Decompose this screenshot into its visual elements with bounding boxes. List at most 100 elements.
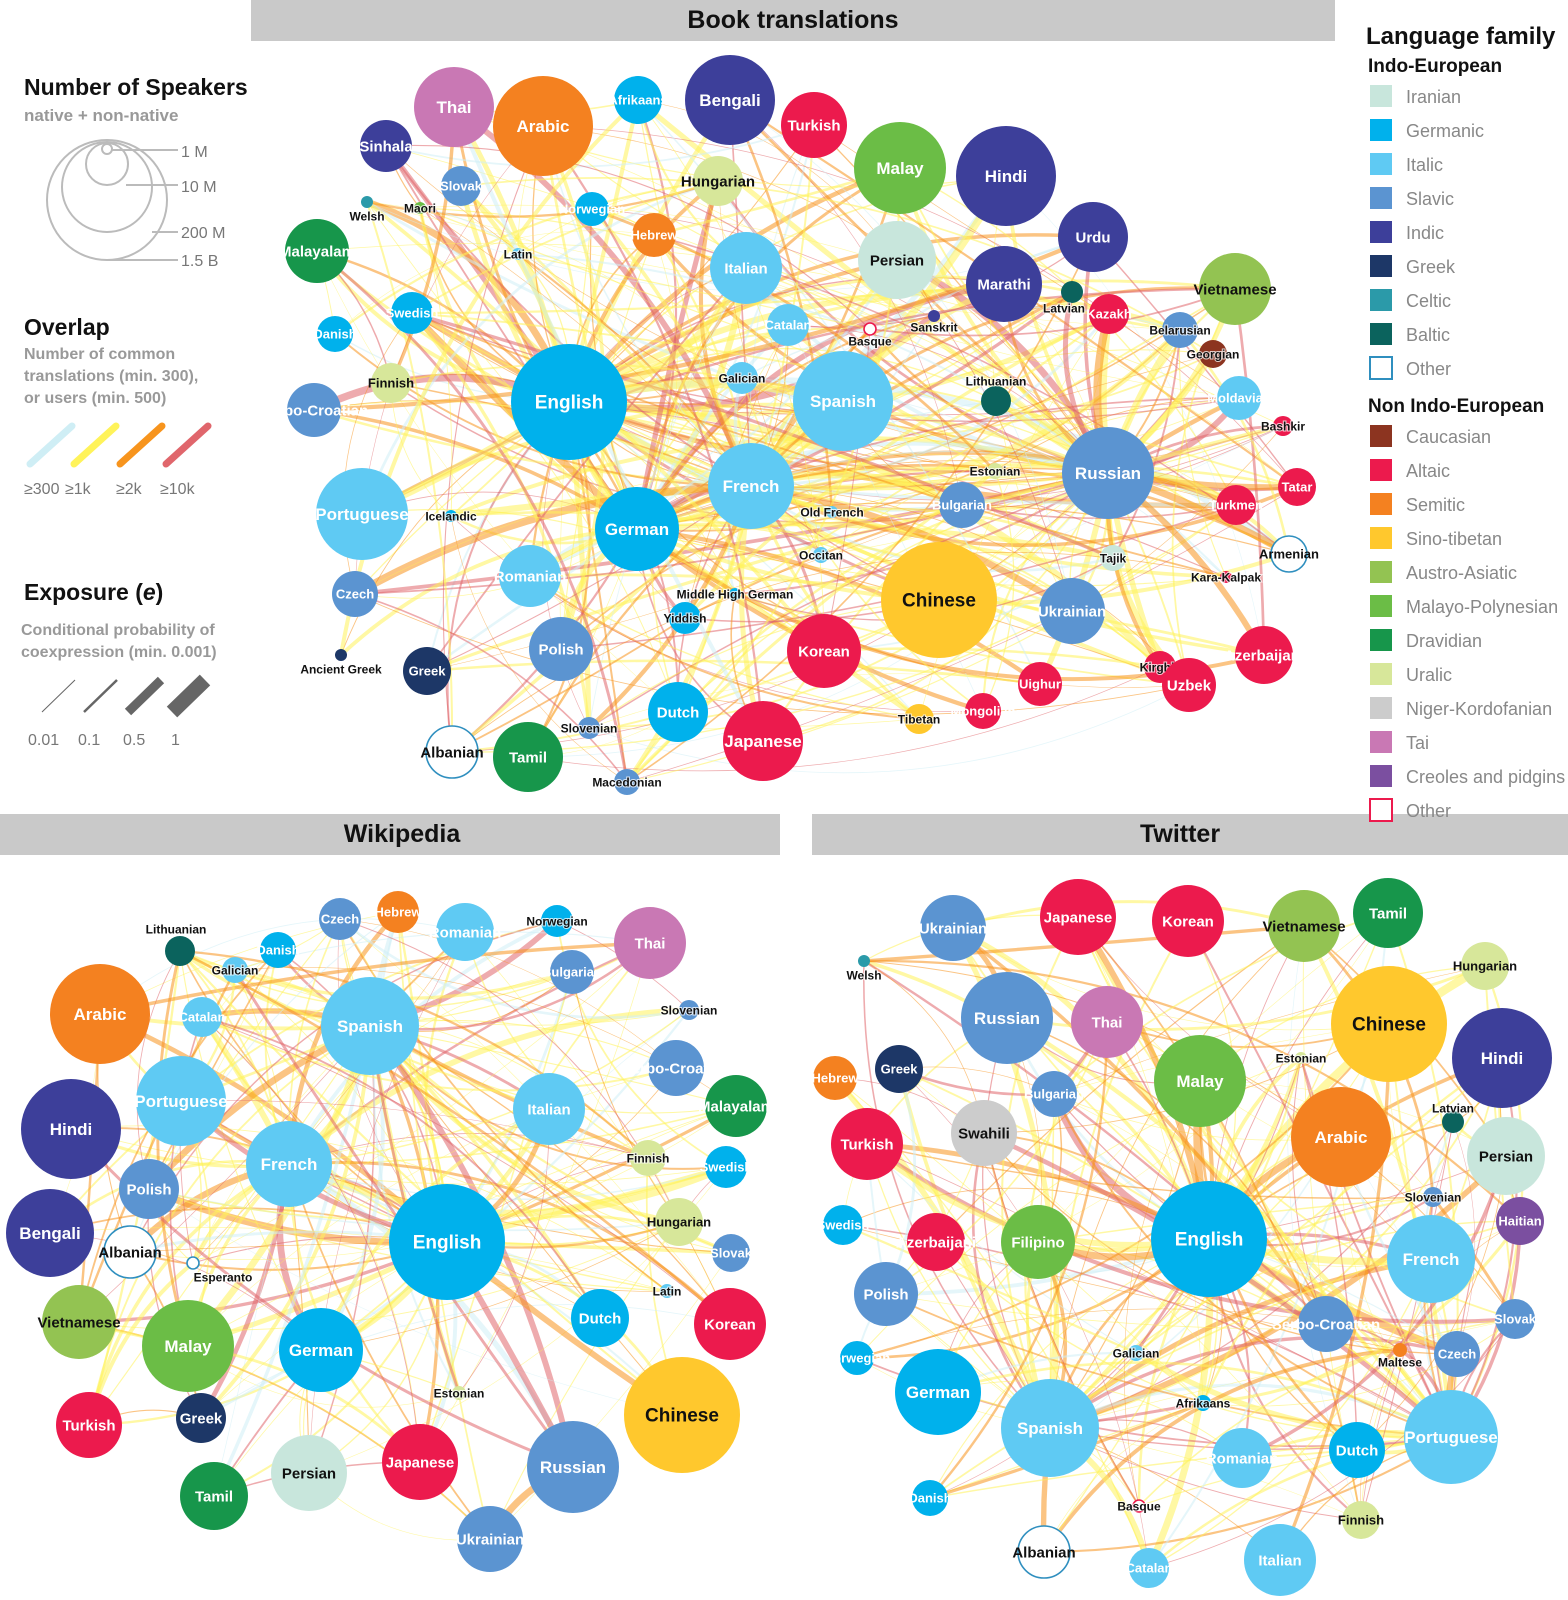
book-node-circle [1058,202,1128,272]
book-node-albanian: Albanian [420,725,484,779]
twitter-node-label: Galician [1113,1347,1160,1361]
book-node-label: Macedonian [592,776,661,790]
wikipedia-node-label: Malayalam [698,1098,774,1115]
twitter-node-circle [1001,1205,1075,1279]
book-node-tibetan: Tibetan [897,704,941,734]
twitter-node-label: Afrikaans [1176,1397,1231,1411]
legend-overlap-sub-1: Number of common [24,346,175,363]
book-node-label: Lithuanian [966,375,1027,389]
wikipedia-node-circle [319,898,361,940]
legend-swatch [1370,697,1392,719]
twitter-node-persian: Persian [1467,1117,1545,1195]
legend-item-nie-caucasian: Caucasian [1370,425,1491,447]
legend-item-nie-dravidian: Dravidian [1370,629,1482,651]
wikipedia-node-japanese: Japanese [382,1424,458,1500]
book-node-tajik: Tajik [1099,545,1128,571]
network-edge [637,99,825,652]
book-node-circle [360,120,412,172]
legend-swatch [1370,731,1392,753]
network-edge [866,1143,1137,1354]
network-edge [180,1100,649,1159]
network-edge [1092,236,1298,488]
wikipedia-node-italian: Italian [513,1073,585,1145]
network-edge [1077,916,1204,1404]
wikipedia-node-circle [377,891,419,933]
network-edge [527,666,1161,772]
book-node-label: Bulgarian [932,498,992,513]
twitter-node-circle [1298,1296,1354,1352]
network-edge [385,124,815,168]
network-edge [937,1380,1243,1459]
book-node-hungarian: Hungarian [681,156,755,206]
book-node-circle [1199,340,1227,368]
wikipedia-node-label: Turkish [62,1417,115,1434]
book-node-circle [361,196,373,208]
wikipedia-node-circle [679,1000,699,1020]
legend-ie-title: Indo-European [1368,56,1502,77]
book-node-circle [708,443,794,529]
twitter-node-circle [854,1262,918,1326]
book-node-english: English [511,344,627,460]
network-edge [411,312,1227,578]
wikipedia-node-label: Arabic [74,1005,127,1024]
book-node-circle [1062,427,1154,519]
book-node-uzbek: Uzbek [1162,658,1216,712]
network-edge [1043,1402,1204,1553]
twitter-node-label: Greek [881,1062,919,1077]
network-edge [288,1163,491,1540]
network-edge [983,1132,1458,1355]
twitter-node-hindi: Hindi [1452,1008,1552,1108]
wikipedia-node-circle [705,1146,747,1188]
twitter-node-label: Ukrainian [919,920,987,937]
book-node-moldavian: Moldavian [1207,376,1271,420]
twitter-node-greek: Greek [875,1045,923,1093]
book-node-slovenian: Slovenian [560,717,618,739]
book-node-portuguese: Portuguese [315,468,409,560]
exposure-swatch-01 [83,679,118,713]
twitter-node-circle [831,1108,903,1180]
wikipedia-node-label: Tamil [195,1488,233,1505]
network-edge [542,125,1298,488]
exposure-swatch-05 [124,676,165,716]
twitter-node-circle [1393,1343,1407,1357]
legend-item-ie-baltic: Baltic [1370,323,1450,345]
wikipedia-node-estonian: Estonian [433,1386,486,1402]
panel-header-wikipedia: Wikipedia [0,814,780,855]
twitter-node-circle [912,1480,948,1516]
legend-overlap-sub-3: or users (min. 500) [24,390,166,407]
wikipedia-node-galician: Galician [211,957,259,983]
book-node-circle [316,468,408,560]
wikipedia-node-label: Czech [321,912,359,927]
wikipedia-node-serbo-croatian: Serbo-Croatian [622,1040,730,1096]
wikipedia-node-circle [571,1289,629,1347]
network-edge [1178,329,1227,578]
legend-item-nie-sino-tibetan: Sino-tibetan [1370,527,1502,549]
book-node-german: German [595,487,679,571]
book-node-label: Tamil [509,749,547,766]
network-edge [626,236,1094,783]
book-node-label: Kazakh [1086,307,1132,322]
network-edge [1053,1093,1452,1438]
network-edge [369,1025,737,1107]
network-edge [98,941,652,1016]
book-node-label: English [535,393,604,414]
twitter-node-circle [1195,1395,1211,1411]
legend-item-nie-semitic: Semitic [1370,493,1465,515]
wikipedia-node-label: Galician [212,964,259,978]
legend-exposure: Exposure (e) Conditional probability of … [21,579,217,749]
network-edge [1233,287,1266,657]
book-node-label: Romanian [494,568,567,585]
overlap-swatch-300 [26,422,76,468]
book-node-circle [939,482,985,528]
twitter-node-circle [1329,1422,1385,1478]
twitter-node-swedish: Swedish [817,1205,869,1245]
legend-label: Malayo-Polynesian [1406,597,1558,617]
wikipedia-node-circle [103,1225,157,1279]
book-node-circle [1216,485,1256,525]
book-node-circle [881,542,997,658]
twitter-node-serbo-croatian: Serbo-Croatian [1272,1296,1380,1352]
overlap-swatch-10k [162,422,212,468]
network-edge [571,971,680,1223]
book-node-label: Korean [798,643,850,660]
network-edge [1049,1057,1503,1429]
